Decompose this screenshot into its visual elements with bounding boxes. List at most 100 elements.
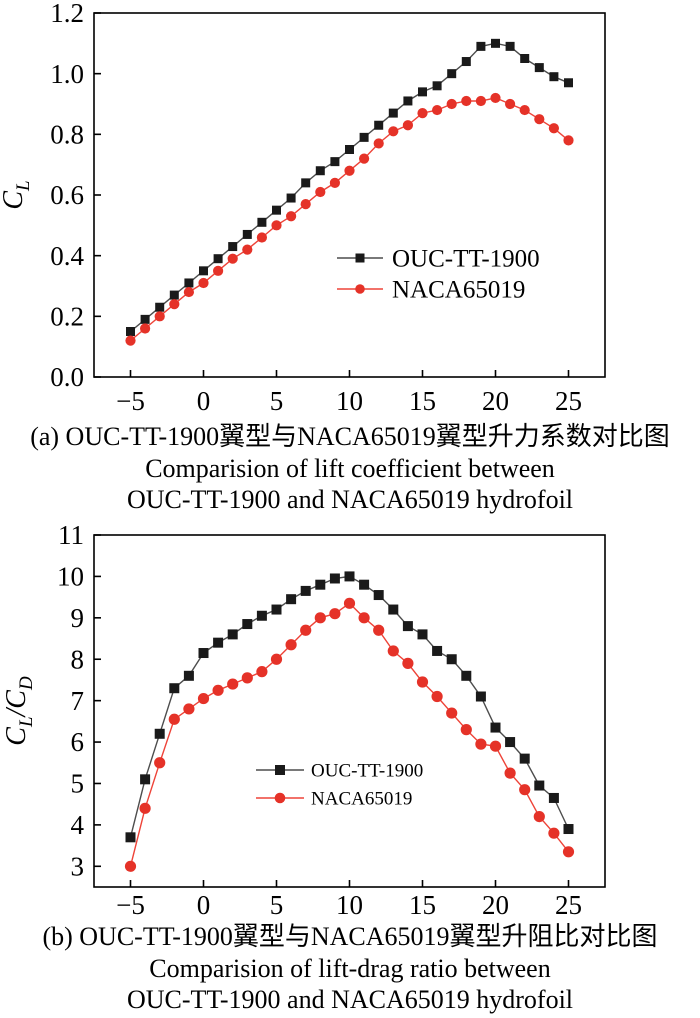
data-point-marker <box>271 220 282 231</box>
lift-drag-ratio-chart: −5 0 5 10 15 20 25 3 4 5 6 7 8 9 10 11 OUC-TT-1900 NACA65… <box>1 520 606 920</box>
data-point-marker <box>359 153 370 164</box>
data-point-marker <box>315 186 326 198</box>
legend-marker <box>355 284 365 294</box>
data-point-marker <box>432 645 443 656</box>
y-tick-label: 9 <box>71 603 85 633</box>
data-point-marker <box>461 57 471 67</box>
data-point-marker <box>212 684 224 696</box>
data-point-marker <box>373 624 385 636</box>
legend-label: NACA65019 <box>311 788 412 809</box>
legend-entry-OUC-TT-1900: OUC-TT-1900 <box>256 760 423 781</box>
plot-frame <box>93 12 606 378</box>
series-OUC-TT-1900 <box>126 38 573 336</box>
data-point-marker <box>256 610 267 621</box>
data-point-marker <box>125 335 136 346</box>
legend-marker <box>355 253 365 263</box>
data-point-marker <box>197 692 210 705</box>
data-point-marker <box>154 757 166 769</box>
y-tick-label: 10 <box>57 562 84 592</box>
data-point-marker <box>431 690 443 703</box>
y-tick-label: 11 <box>58 520 84 550</box>
y-axis: 3 4 5 6 7 8 9 10 11 <box>57 520 101 881</box>
data-point-marker <box>227 629 238 640</box>
data-point-marker <box>504 767 516 779</box>
y-tick-label: 7 <box>71 686 85 716</box>
data-point-marker <box>476 41 486 51</box>
data-point-marker <box>242 619 253 630</box>
data-point-marker <box>272 205 281 215</box>
data-point-marker <box>286 594 297 605</box>
data-point-marker <box>534 780 545 791</box>
data-point-marker <box>548 827 560 839</box>
x-axis: −5 0 5 10 15 20 25 <box>116 370 582 416</box>
data-point-marker <box>475 95 486 107</box>
caption-b-line1: (b) OUC-TT-1900翼型与NACA65019翼型升阻比对比图 <box>42 922 658 951</box>
data-point-marker <box>520 54 530 63</box>
data-point-marker <box>491 38 500 48</box>
data-point-marker <box>330 157 340 167</box>
data-point-marker <box>125 832 136 843</box>
data-point-marker <box>301 178 311 188</box>
data-point-marker <box>300 624 312 636</box>
data-point-marker <box>490 92 501 104</box>
legend-marker <box>275 765 285 775</box>
data-point-marker <box>241 672 253 684</box>
x-tick-label: 20 <box>482 890 509 920</box>
data-point-marker <box>242 244 253 255</box>
data-point-marker <box>417 108 428 119</box>
y-axis-title: CL/CD <box>1 676 37 746</box>
data-point-marker <box>403 96 413 106</box>
caption-b-line2: Comparision of lift-drag ratio between <box>149 953 551 983</box>
data-point-marker <box>227 678 239 690</box>
data-point-marker <box>213 254 223 264</box>
data-point-marker <box>446 98 457 110</box>
y-tick-label: 0.2 <box>50 302 84 332</box>
data-point-marker <box>388 108 398 118</box>
x-tick-label: 10 <box>336 386 363 416</box>
x-tick-label: 15 <box>409 386 436 416</box>
data-point-marker <box>549 72 559 82</box>
legend-label: NACA65019 <box>392 277 525 304</box>
data-point-marker <box>300 199 311 210</box>
x-axis: −5 0 5 10 15 20 25 <box>116 880 582 920</box>
data-point-marker <box>519 753 530 764</box>
data-point-marker <box>563 135 574 146</box>
x-tick-label: 25 <box>555 890 582 920</box>
y-axis-title: CL <box>0 180 34 209</box>
data-point-marker <box>548 123 560 134</box>
data-point-marker <box>564 78 573 88</box>
legend-entry-NACA65019: NACA65019 <box>337 277 525 304</box>
y-tick-label: 0.4 <box>50 241 84 271</box>
data-point-marker <box>139 802 151 814</box>
data-point-marker <box>548 792 559 803</box>
data-point-marker <box>533 811 545 823</box>
y-tick-label: 1.2 <box>50 0 84 28</box>
data-point-marker <box>563 824 574 835</box>
data-point-marker <box>387 645 399 657</box>
data-point-marker <box>300 585 311 596</box>
data-point-marker <box>358 612 370 624</box>
data-point-marker <box>256 232 267 243</box>
x-tick-label: 10 <box>336 890 363 920</box>
data-point-marker <box>126 327 135 336</box>
data-point-marker <box>285 639 297 651</box>
data-point-marker <box>286 193 296 203</box>
series-NACA65019 <box>125 92 574 346</box>
y-tick-label: 1.0 <box>50 59 84 89</box>
data-point-marker <box>154 311 165 322</box>
x-tick-label: 15 <box>409 890 436 920</box>
data-point-marker <box>534 114 545 125</box>
data-point-marker <box>199 266 208 276</box>
lift-coefficient-chart: −5 0 5 10 15 20 25 0.0 0.2 0.4 0.6 0.8 1.0 1.2 OUC-TT-… <box>0 0 606 416</box>
data-point-marker <box>228 242 238 252</box>
data-point-marker <box>373 138 384 149</box>
data-point-marker <box>183 670 194 681</box>
y-tick-label: 0.0 <box>50 362 84 392</box>
data-point-marker <box>432 81 442 91</box>
y-tick-label: 6 <box>71 727 85 757</box>
x-tick-label: 20 <box>482 386 509 416</box>
x-tick-label: −5 <box>116 386 145 416</box>
series-NACA65019 <box>124 597 575 872</box>
data-point-marker <box>256 666 268 678</box>
